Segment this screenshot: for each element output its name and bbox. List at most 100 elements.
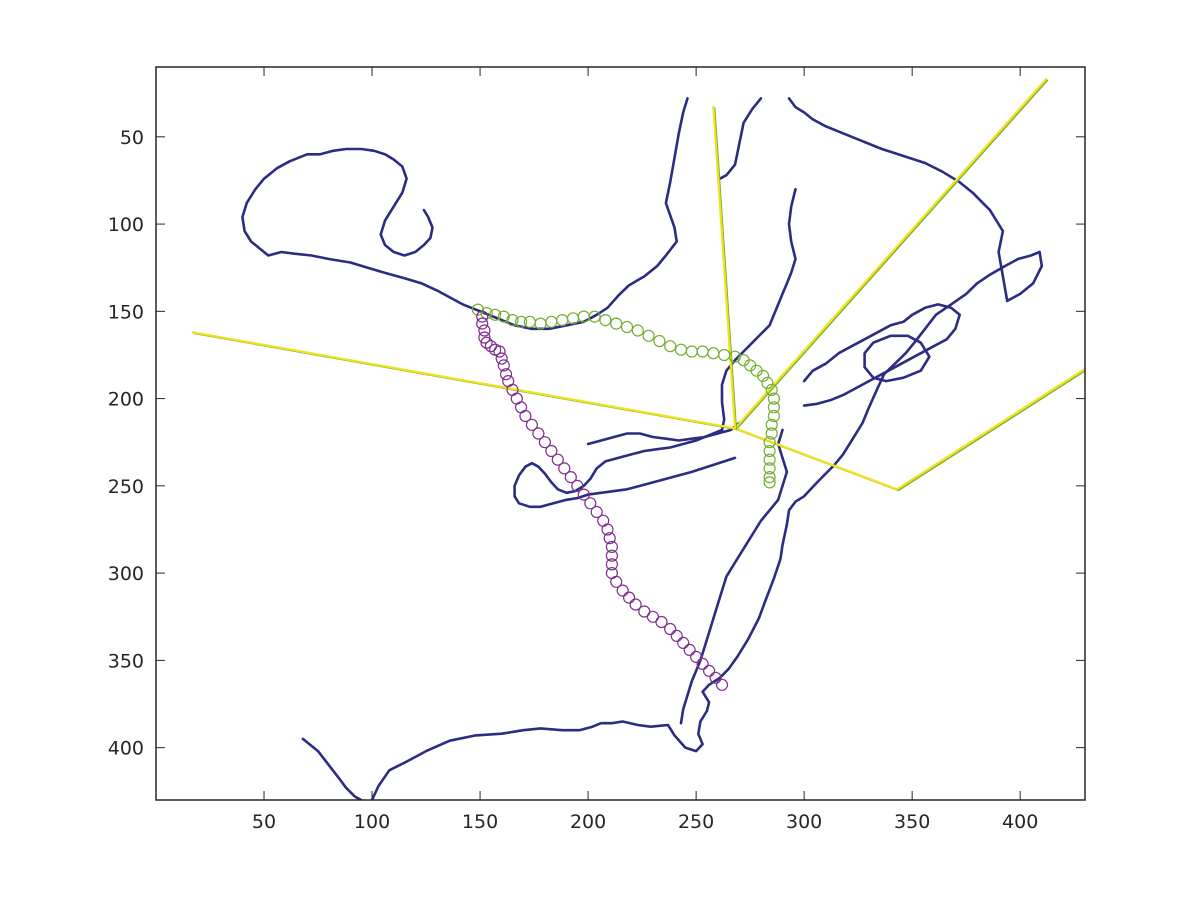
scatter-point	[605, 549, 619, 562]
scatter-point	[655, 615, 668, 629]
y-tick-label: 100	[108, 214, 144, 236]
scatter-point	[545, 444, 558, 458]
scatter-point	[638, 605, 651, 618]
scatter-point	[763, 471, 776, 484]
scatter-point	[506, 314, 519, 327]
coastline-path	[586, 421, 741, 446]
scatter-point	[571, 479, 584, 492]
coastline-path	[802, 303, 962, 407]
coastline-path	[575, 456, 737, 500]
scatter-point	[519, 409, 532, 423]
coastline-path	[370, 250, 1044, 800]
y-tick-label: 50	[120, 127, 144, 149]
x-tick-label: 50	[252, 811, 276, 833]
scatter-point	[601, 523, 614, 536]
scatter-point	[480, 336, 493, 349]
scatter-point	[480, 307, 493, 320]
coastline-path	[241, 97, 689, 331]
line-series	[712, 105, 737, 430]
scatter-point	[478, 324, 491, 337]
coastline-path	[718, 97, 763, 180]
x-tick-label: 150	[462, 811, 498, 833]
scatter-point	[765, 427, 778, 440]
scatter-point	[603, 532, 616, 545]
scatter-point	[767, 409, 781, 423]
scatter-point	[616, 584, 629, 597]
scatter-point	[499, 368, 513, 381]
scatter-point	[765, 418, 778, 431]
scatter-point	[484, 340, 497, 353]
scatter-point	[670, 629, 683, 643]
y-tick-label: 300	[108, 563, 144, 585]
scatter-point	[631, 324, 644, 337]
coastline-path	[720, 187, 797, 432]
scatter-point	[590, 505, 603, 519]
scatter-point	[683, 643, 696, 657]
scatter-point	[763, 476, 776, 489]
scatter-point	[622, 591, 636, 604]
scatter-point	[709, 671, 722, 684]
x-tick-label: 200	[570, 811, 606, 833]
y-tick-label: 150	[108, 301, 144, 323]
coastline-path	[679, 428, 789, 725]
scatter-point	[610, 575, 623, 588]
x-tick-label: 250	[678, 811, 714, 833]
scatter-point	[689, 650, 703, 664]
scatter-point	[577, 488, 590, 501]
scatter-point	[702, 664, 716, 678]
scatter-point	[471, 303, 484, 316]
scatter-point	[765, 383, 778, 396]
scatter-point	[489, 308, 502, 321]
y-tick-label: 350	[108, 650, 144, 672]
scatter-point	[605, 540, 619, 554]
scatter-point	[564, 471, 577, 484]
coastline-path	[787, 97, 1009, 303]
coastline-path	[863, 334, 931, 383]
scatter-point	[696, 657, 709, 671]
scatter-point	[653, 334, 666, 348]
scatter-point	[605, 558, 619, 571]
scatter-point	[763, 444, 776, 458]
scatter-point	[767, 401, 781, 414]
y-tick-label: 400	[108, 738, 144, 760]
x-tick-label: 400	[1002, 811, 1038, 833]
scatter-point	[756, 369, 770, 382]
scatter-point	[497, 359, 510, 372]
y-tick-label: 250	[108, 476, 144, 498]
scatter-point	[514, 315, 528, 328]
scatter-point	[584, 497, 597, 510]
scatter-point	[763, 436, 776, 449]
scatter-point	[599, 314, 612, 327]
scatter-point	[476, 317, 489, 330]
scatter-point	[664, 622, 677, 636]
y-tick-label: 200	[108, 389, 144, 411]
scatter-point	[620, 320, 634, 334]
scatter-point	[588, 310, 601, 323]
scatter-point	[610, 317, 623, 330]
scatter-point	[677, 636, 690, 650]
x-tick-label: 100	[354, 811, 390, 833]
axes-box	[155, 66, 1086, 801]
scatter-point	[476, 310, 489, 323]
scatter-point	[664, 340, 677, 353]
scatter-point	[493, 345, 506, 358]
scatter-point	[763, 462, 776, 475]
coastline-path	[513, 428, 724, 509]
scatter-point	[629, 598, 642, 611]
data-layer	[191, 78, 1085, 800]
line-overlay	[713, 107, 738, 431]
scatter-point	[532, 427, 545, 440]
scatter-point	[558, 462, 571, 475]
scatter-point	[715, 678, 729, 691]
scatter-point	[642, 329, 655, 342]
scatter-point	[728, 350, 742, 363]
scatter-point	[763, 453, 776, 466]
scatter-point	[525, 418, 539, 431]
x-tick-label: 350	[894, 811, 930, 833]
scatter-point	[497, 310, 510, 323]
x-tick-label: 300	[786, 811, 822, 833]
scatter-point	[495, 352, 508, 365]
